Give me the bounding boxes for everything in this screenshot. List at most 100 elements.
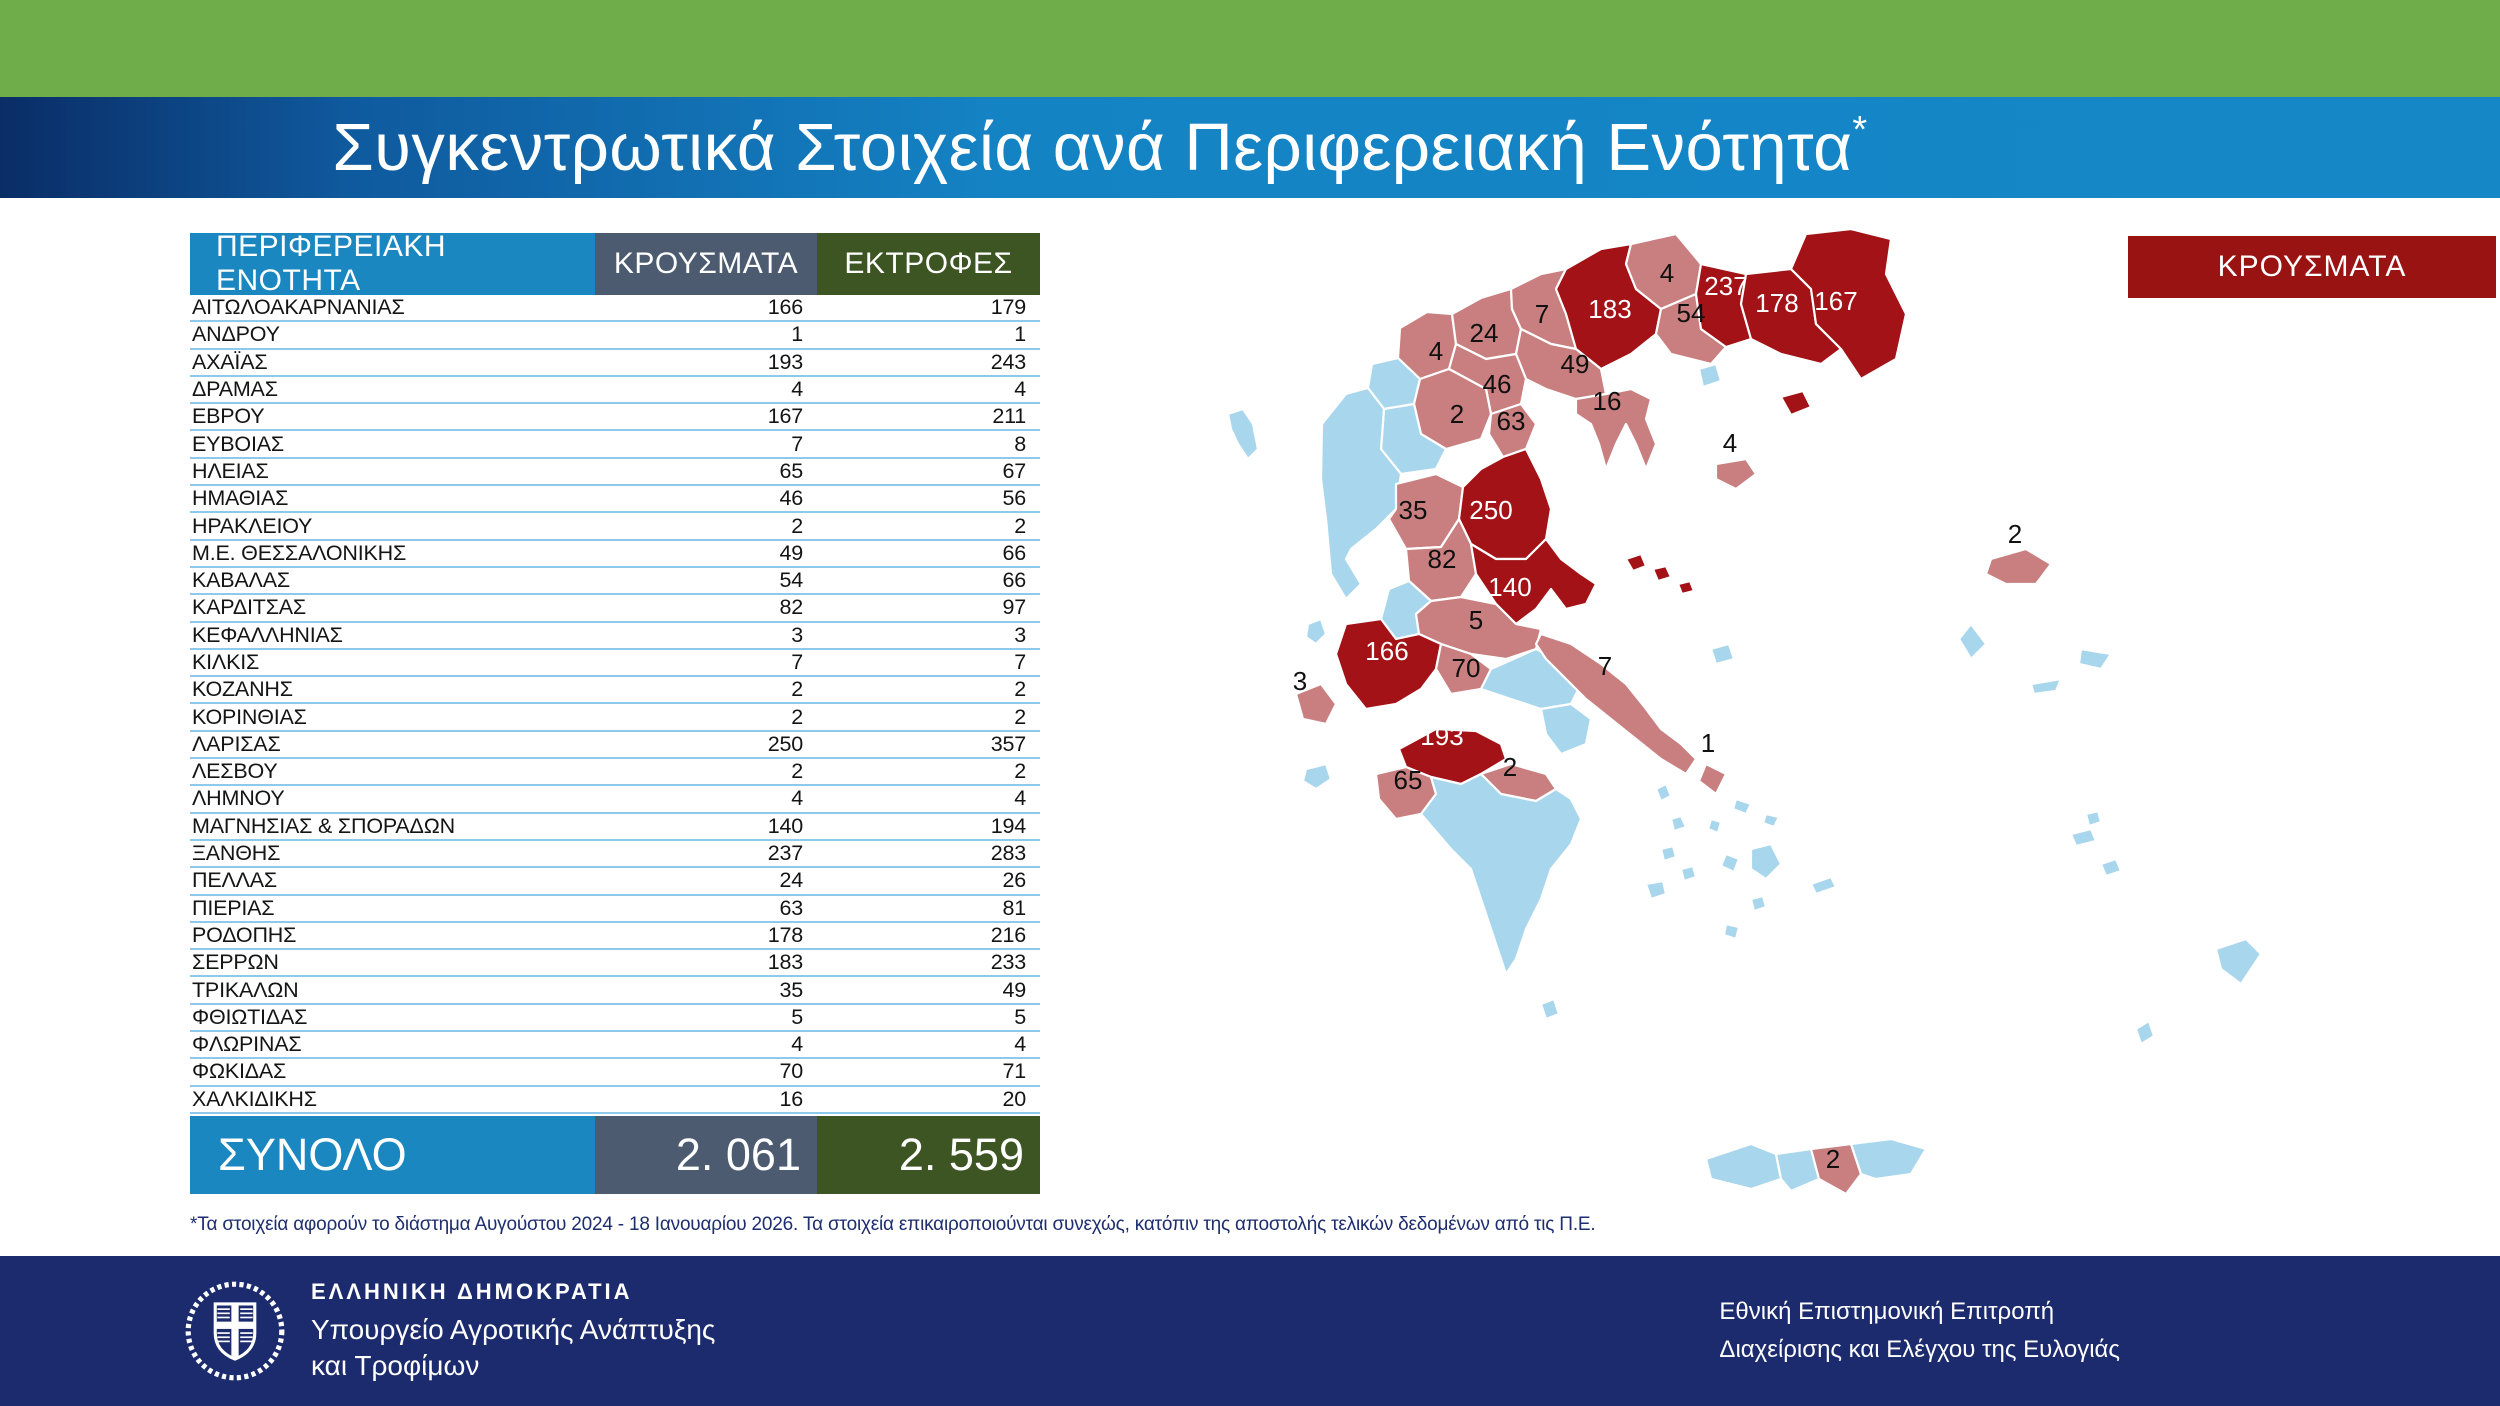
farms-value: 283 (990, 841, 1026, 866)
region-name: ΧΑΛΚΙΔΙΚΗΣ (192, 1086, 317, 1111)
table-row: ΤΡΙΚΑΛΩΝ 35 49 (190, 977, 1040, 1005)
map-region-kythnos (1669, 814, 1688, 833)
cases-value: 183 (767, 950, 803, 975)
table-row: ΦΩΚΙΔΑΣ 70 71 (190, 1059, 1040, 1087)
cases-value: 2 (791, 513, 803, 538)
map-label-ileia: 65 (1394, 765, 1423, 795)
map-region-thasos (1697, 362, 1723, 389)
table-row: ΜΑΓΝΗΣΙΑΣ & ΣΠΟΡΑΔΩΝ 140 194 (190, 814, 1040, 841)
map-label-kavala: 54 (1677, 298, 1706, 328)
map-region-sporades1 (1624, 552, 1648, 573)
cases-value: 4 (791, 1032, 803, 1057)
cases-value: 4 (791, 377, 803, 402)
farms-value: 56 (1002, 486, 1026, 511)
map-region-milos (1644, 879, 1668, 901)
map-region-mykonos (1761, 812, 1781, 829)
cases-value: 46 (779, 486, 803, 511)
total-farms-value: 2. 559 (817, 1115, 1040, 1194)
map-label-serres: 183 (1588, 294, 1631, 324)
ministry-line1: Υπουργείο Αγροτικής Ανάπτυξης (311, 1313, 716, 1345)
title-asterisk: * (1852, 109, 1868, 151)
map-label-karditsa: 82 (1428, 544, 1457, 574)
farms-value: 233 (990, 950, 1026, 975)
map-label-aitoloakarnania: 166 (1365, 636, 1408, 666)
farms-value: 20 (1002, 1086, 1026, 1111)
footer-left-block: ΕΛΛΗΝΙΚΗ ΔΗΜΟΚΡΑΤΙΑ Υπουργείο Αγροτικής … (183, 1279, 715, 1384)
map-region-sifnos (1679, 864, 1698, 883)
farms-value: 97 (1002, 595, 1026, 620)
map-label-kefallinia: 3 (1293, 666, 1307, 696)
map-region-evros (1789, 228, 1908, 381)
region-name: ΦΩΚΙΔΑΣ (192, 1059, 287, 1084)
farms-value: 49 (1002, 977, 1026, 1002)
cases-value: 178 (767, 922, 803, 947)
map-region-amorgos (1809, 875, 1838, 896)
map-label-magnisia: 140 (1488, 572, 1531, 602)
map-label-trikala: 35 (1399, 495, 1428, 525)
region-name: ΛΕΣΒΟΥ (192, 759, 278, 784)
footer-bar: ΕΛΛΗΝΙΚΗ ΔΗΜΟΚΡΑΤΙΑ Υπουργείο Αγροτικής … (0, 1256, 2500, 1406)
regional-data-table: ΠΕΡΙΦΕΡΕΙΑΚΗ ΕΝΟΤΗΤΑ ΚΡΟΥΣΜΑΤΑ ΕΚΤΡΟΦΕΣ … (190, 230, 1040, 1194)
page-title: Συγκεντρωτικά Στοιχεία ανά Περιφερειακή … (332, 109, 1868, 185)
map-label-fthiotida: 5 (1469, 605, 1483, 635)
farms-value: 4 (1014, 377, 1026, 402)
map-label-thessaloniki: 49 (1561, 349, 1590, 379)
table-rows: ΑΙΤΩΛΟΑΚΑΡΝΑΝΙΑΣ 166 179 ΑΝΔΡΟΥ 1 1 ΑΧΑΪΑΣ 193 2… (190, 295, 1040, 1114)
title-bar: Συγκεντρωτικά Στοιχεία ανά Περιφερειακή … (0, 97, 2500, 198)
table-row: ΛΕΣΒΟΥ 2 2 (190, 759, 1040, 787)
map-region-corfu (1226, 407, 1260, 461)
map-region-evia (1534, 632, 1698, 776)
map-label-chalkidiki: 16 (1593, 386, 1622, 416)
map-label-lesvos: 2 (2008, 519, 2022, 549)
map-region-syros (1706, 817, 1723, 835)
table-row: ΑΧΑΪΑΣ 193 243 (190, 350, 1040, 377)
farms-value: 5 (1014, 1004, 1026, 1029)
map-region-lefkada (1304, 617, 1328, 646)
map-region-crete_rethymno (1774, 1147, 1821, 1193)
farms-value: 216 (990, 922, 1026, 947)
farms-value: 66 (1002, 540, 1026, 565)
cases-value: 2 (791, 677, 803, 702)
map-region-ios (1749, 894, 1768, 913)
farms-value: 243 (990, 349, 1026, 374)
map-region-kos (2069, 827, 2098, 848)
map-label-pella: 24 (1470, 318, 1499, 348)
map-region-chios (1957, 622, 1988, 661)
map-region-epirus (1319, 386, 1403, 601)
region-name: ΚΕΦΑΛΛΗΝΙΑΣ (192, 622, 343, 647)
map-region-lesvos (1984, 547, 2053, 586)
map-region-crete_lasithi (1849, 1137, 1928, 1181)
table-total-row: ΣΥΝΟΛΟ 2. 061 2. 559 (190, 1115, 1040, 1194)
region-name: ΤΡΙΚΑΛΩΝ (192, 977, 299, 1002)
region-name: ΚΟΡΙΝΘΙΑΣ (192, 704, 307, 729)
region-name: ΔΡΑΜΑΣ (192, 377, 278, 402)
map-region-sporades3 (1676, 579, 1696, 596)
committee-text-block: Εθνική Επιστημονική Επιτροπή Διαχείρισης… (1719, 1293, 2120, 1369)
farms-value: 7 (1014, 650, 1026, 674)
cases-value: 49 (779, 540, 803, 565)
table-row: ΦΘΙΩΤΙΔΑΣ 5 5 (190, 1004, 1040, 1033)
total-label: ΣΥΝΟΛΟ (190, 1115, 595, 1194)
table-row: ΔΡΑΜΑΣ 4 4 (190, 377, 1040, 405)
region-name: ΛΑΡΙΣΑΣ (192, 731, 281, 756)
map-label-achaia: 193 (1420, 721, 1463, 751)
map-region-samos (2077, 647, 2113, 671)
cases-value: 63 (779, 895, 803, 920)
region-name: ΞΑΝΘΗΣ (192, 841, 281, 866)
table-row: ΗΡΑΚΛΕΙΟΥ 2 2 (190, 513, 1040, 541)
region-name: ΗΜΑΘΙΑΣ (192, 486, 289, 511)
map-region-chalkidiki (1574, 387, 1658, 471)
region-name: ΛΗΜΝΟΥ (192, 786, 285, 811)
region-name: ΦΘΙΩΤΙΔΑΣ (192, 1004, 308, 1029)
farms-value: 4 (1014, 786, 1026, 811)
farms-value: 179 (990, 295, 1026, 320)
table-row: ΕΥΒΟΙΑΣ 7 8 (190, 431, 1040, 459)
farms-value: 1 (1014, 322, 1026, 347)
table-row: ΗΛΕΙΑΣ 65 67 (190, 459, 1040, 487)
cases-value: 140 (767, 813, 803, 838)
region-name: ΠΕΛΛΑΣ (192, 868, 278, 893)
map-label-larisa: 250 (1469, 495, 1512, 525)
farms-value: 4 (1014, 1032, 1026, 1057)
map-region-dodeca (2099, 857, 2123, 878)
table-row: ΡΟΔΟΠΗΣ 178 216 (190, 922, 1040, 951)
